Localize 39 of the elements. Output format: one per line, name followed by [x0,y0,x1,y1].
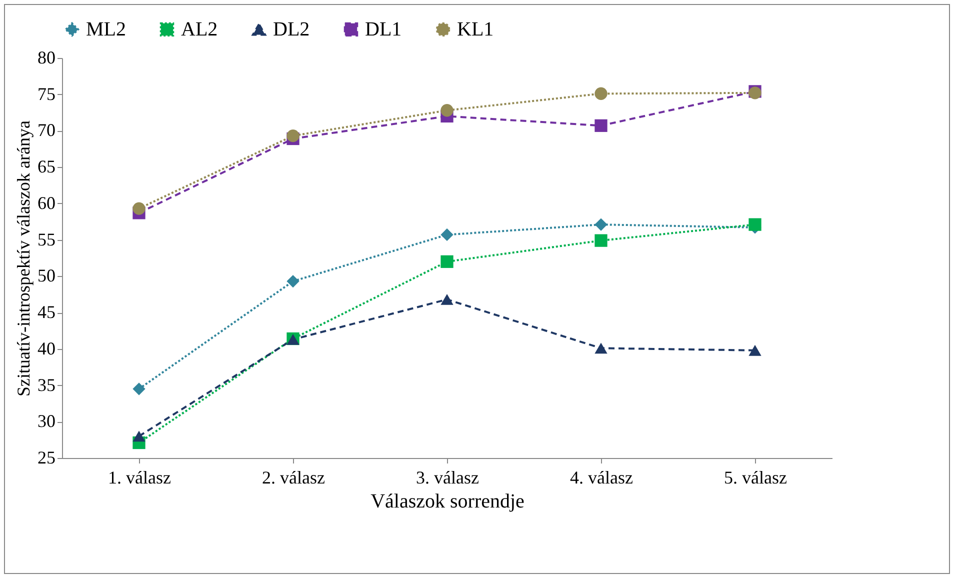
x-tick-label: 4. válasz [570,468,633,488]
point [594,234,608,247]
legend-label: DL1 [365,18,402,40]
y-tick-label: 50 [38,266,56,286]
point [440,294,454,305]
y-tick-label: 55 [38,229,56,250]
legend-label: ML2 [86,18,126,40]
point [286,130,300,142]
legend-label: DL2 [273,18,310,40]
point [440,104,454,117]
y-tick-label: 45 [38,302,56,322]
point [594,119,608,132]
legend-label: AL2 [181,18,218,40]
point [748,344,762,356]
x-axis-title: Válaszok sorrendje [370,490,525,512]
point [594,87,608,100]
x-tick-label: 1. válasz [108,468,171,488]
point [594,218,608,231]
y-tick-label: 60 [38,192,56,213]
y-tick-label: 70 [38,120,56,140]
point [286,274,300,288]
y-tick-label: 35 [38,374,56,395]
y-tick-label: 80 [38,48,56,68]
x-tick-label: 2. válasz [262,468,325,488]
y-tick-label: 65 [38,156,56,177]
point [132,382,146,396]
y-tick-label: 25 [38,448,56,468]
point [594,342,608,354]
x-tick-label: 3. válasz [416,468,479,488]
y-tick-label: 75 [38,84,56,104]
point [440,228,454,242]
y-axis-title: Szituatív-introspektív válaszok aránya [14,120,34,396]
x-tick-label: 5. válasz [724,468,787,488]
point [132,430,146,442]
legend-label: KL1 [457,18,494,40]
y-tick-label: 40 [38,338,56,358]
point [440,255,454,268]
y-tick-label: 30 [38,411,56,432]
point [132,202,146,215]
